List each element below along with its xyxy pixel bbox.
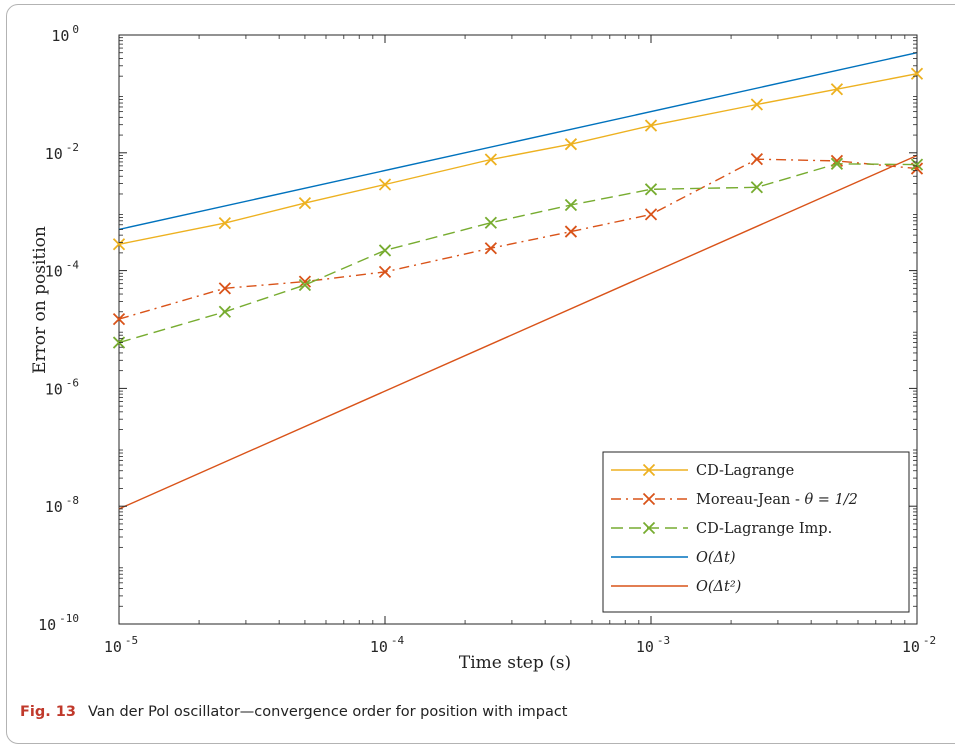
x-axis-label: Time step (s) [459, 653, 571, 673]
marker-stroke [750, 98, 763, 111]
caption-text: Van der Pol oscillator—convergence order… [88, 704, 568, 720]
data-point-series-2 [564, 225, 578, 238]
marker-stroke [564, 138, 578, 151]
y-axis-label: Error on position [30, 226, 50, 374]
legend-marker [642, 492, 656, 506]
x-tick-label: 10 -4 [370, 634, 405, 656]
data-point-series-3 [830, 157, 844, 170]
marker-stroke [644, 208, 658, 221]
data-point-series-2 [218, 282, 231, 295]
data-point-series-3 [218, 305, 231, 318]
marker-stroke [564, 198, 578, 212]
series-line-3 [118, 163, 918, 344]
data-point-series-1 [750, 98, 763, 111]
data-point-series-1 [298, 196, 312, 210]
ticks-layer: 10 -5 10 -4 10 -3 10 -2 10 -10 10 -8 10 -6 10 -4 10 -2 10 0 [38, 23, 936, 656]
marker-stroke [644, 119, 658, 132]
data-point-series-1 [910, 67, 924, 80]
series-line-2 [118, 158, 918, 320]
marker-stroke [484, 242, 497, 255]
marker-stroke [484, 153, 497, 166]
y-tick-label: 10 -2 [45, 141, 79, 163]
data-point-series-2 [644, 208, 658, 221]
marker-stroke [830, 157, 844, 170]
convergence-chart: 10 -5 10 -4 10 -3 10 -2 10 -10 10 -8 10 -6 10 -4 10 -2 10 0… [30, 23, 936, 673]
series-layer [112, 52, 924, 510]
figure-number: Fig. 13 [20, 704, 76, 720]
legend-entry-5: O(Δt²) [611, 579, 741, 595]
legend-label: O(Δt²) [696, 579, 741, 595]
x-tick-label: 10 -3 [636, 634, 670, 656]
marker-stroke [218, 305, 231, 318]
marker-stroke [910, 67, 924, 80]
marker-stroke [298, 275, 312, 288]
marker-stroke [218, 216, 231, 230]
data-point-series-2 [298, 275, 312, 288]
marker-stroke [642, 463, 656, 477]
series-line-5 [118, 154, 918, 510]
data-point-series-1 [830, 83, 844, 96]
marker-stroke [112, 238, 126, 251]
y-tick-label: 10 -8 [45, 494, 79, 516]
marker-stroke [750, 181, 763, 194]
series-line-4 [118, 52, 918, 231]
legend-label: Moreau-Jean - θ = 1/2 [696, 492, 858, 508]
marker-stroke [644, 183, 658, 196]
y-tick-label: 10 -10 [38, 612, 79, 634]
figure-caption: Fig. 13 Van der Pol oscillator—convergenc… [20, 704, 568, 720]
legend-marker [642, 521, 656, 535]
x-tick-label: 10 -2 [902, 634, 936, 656]
marker-stroke [218, 282, 231, 295]
marker-stroke [298, 278, 312, 292]
marker-stroke [910, 158, 924, 171]
legend-label: CD-Lagrange Imp. [696, 521, 832, 537]
data-point-series-3 [644, 183, 658, 196]
marker-stroke [564, 225, 578, 238]
data-point-series-1 [484, 153, 497, 166]
data-point-series-3 [750, 181, 763, 194]
y-tick-label: 10 -4 [45, 259, 80, 281]
marker-stroke [750, 153, 763, 166]
y-tick-label: 10 -6 [45, 376, 79, 398]
data-point-series-2 [484, 242, 497, 255]
legend: CD-Lagrange Moreau-Jean - θ = 1/2 CD-Lagra… [602, 451, 910, 613]
marker-stroke [378, 244, 392, 257]
legend-entry-3: CD-Lagrange Imp. [611, 521, 832, 537]
legend-entry-1: CD-Lagrange [611, 463, 794, 479]
data-point-series-1 [564, 138, 578, 151]
marker-stroke [484, 216, 497, 229]
series-line-1 [118, 73, 918, 245]
data-point-series-1 [112, 238, 126, 251]
legend-label: O(Δt) [696, 550, 736, 566]
data-point-series-1 [644, 119, 658, 132]
data-point-series-2 [750, 153, 763, 166]
x-tick-label: 10 -5 [104, 634, 138, 656]
marker-stroke [910, 162, 924, 175]
marker-stroke [378, 178, 392, 191]
data-point-series-2 [378, 265, 392, 279]
marker-stroke [642, 521, 656, 535]
legend-entry-2: Moreau-Jean - θ = 1/2 [611, 492, 858, 508]
y-tick-label: 10 0 [51, 23, 79, 45]
data-point-series-3 [910, 158, 924, 171]
marker-stroke [830, 83, 844, 96]
data-point-series-2 [112, 312, 126, 326]
marker-stroke [642, 492, 656, 506]
data-point-series-3 [564, 198, 578, 212]
marker-stroke [298, 196, 312, 210]
legend-entry-4: O(Δt) [611, 550, 736, 566]
legend-label: CD-Lagrange [696, 463, 794, 479]
data-point-series-3 [484, 216, 497, 229]
marker-stroke [112, 312, 126, 326]
data-point-series-3 [378, 244, 392, 257]
data-point-series-1 [218, 216, 231, 230]
data-point-series-1 [378, 178, 392, 191]
legend-marker [642, 463, 656, 477]
data-point-series-3 [298, 278, 312, 292]
marker-stroke [378, 265, 392, 279]
